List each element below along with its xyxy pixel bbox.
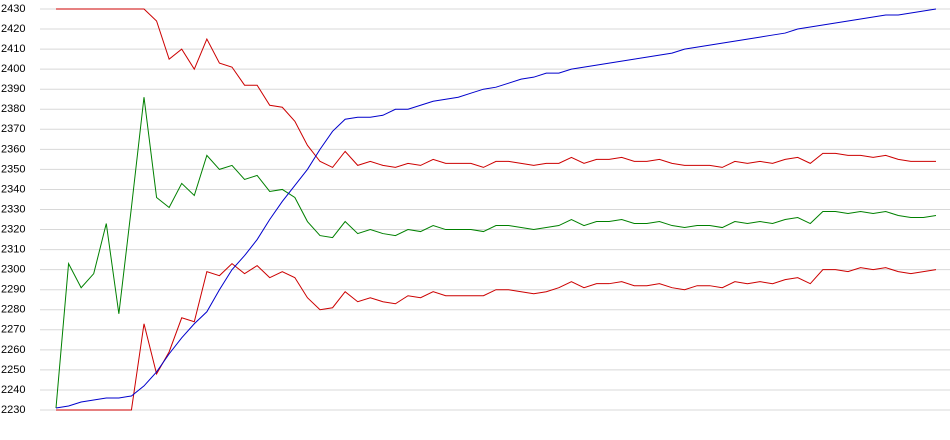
y-tick-label: 2240 xyxy=(1,384,25,396)
y-tick-label: 2260 xyxy=(1,344,25,356)
series-line xyxy=(56,262,937,411)
y-tick-label: 2340 xyxy=(1,183,25,195)
series-line xyxy=(55,8,937,409)
y-tick-label: 2280 xyxy=(1,304,25,316)
y-tick-label: 2270 xyxy=(1,324,25,336)
y-tick-label: 2400 xyxy=(1,63,25,75)
y-tick-label: 2430 xyxy=(1,3,25,15)
y-tick-label: 2420 xyxy=(1,23,25,35)
y-tick-label: 2320 xyxy=(1,223,25,235)
y-tick-label: 2300 xyxy=(1,264,25,276)
y-tick-label: 2290 xyxy=(1,284,25,296)
series-line xyxy=(56,8,936,169)
y-tick-label: 2310 xyxy=(1,244,25,256)
y-tick-label: 2360 xyxy=(1,143,25,155)
y-tick-label: 2330 xyxy=(1,203,25,215)
y-tick-label: 2370 xyxy=(1,123,25,135)
series-line xyxy=(55,97,937,409)
y-tick-label: 2250 xyxy=(1,364,25,376)
y-tick-label: 2230 xyxy=(1,404,25,416)
y-tick-label: 2410 xyxy=(1,43,25,55)
y-tick-label: 2380 xyxy=(1,103,25,115)
y-tick-label: 2350 xyxy=(1,163,25,175)
y-tick-label: 2390 xyxy=(1,83,25,95)
